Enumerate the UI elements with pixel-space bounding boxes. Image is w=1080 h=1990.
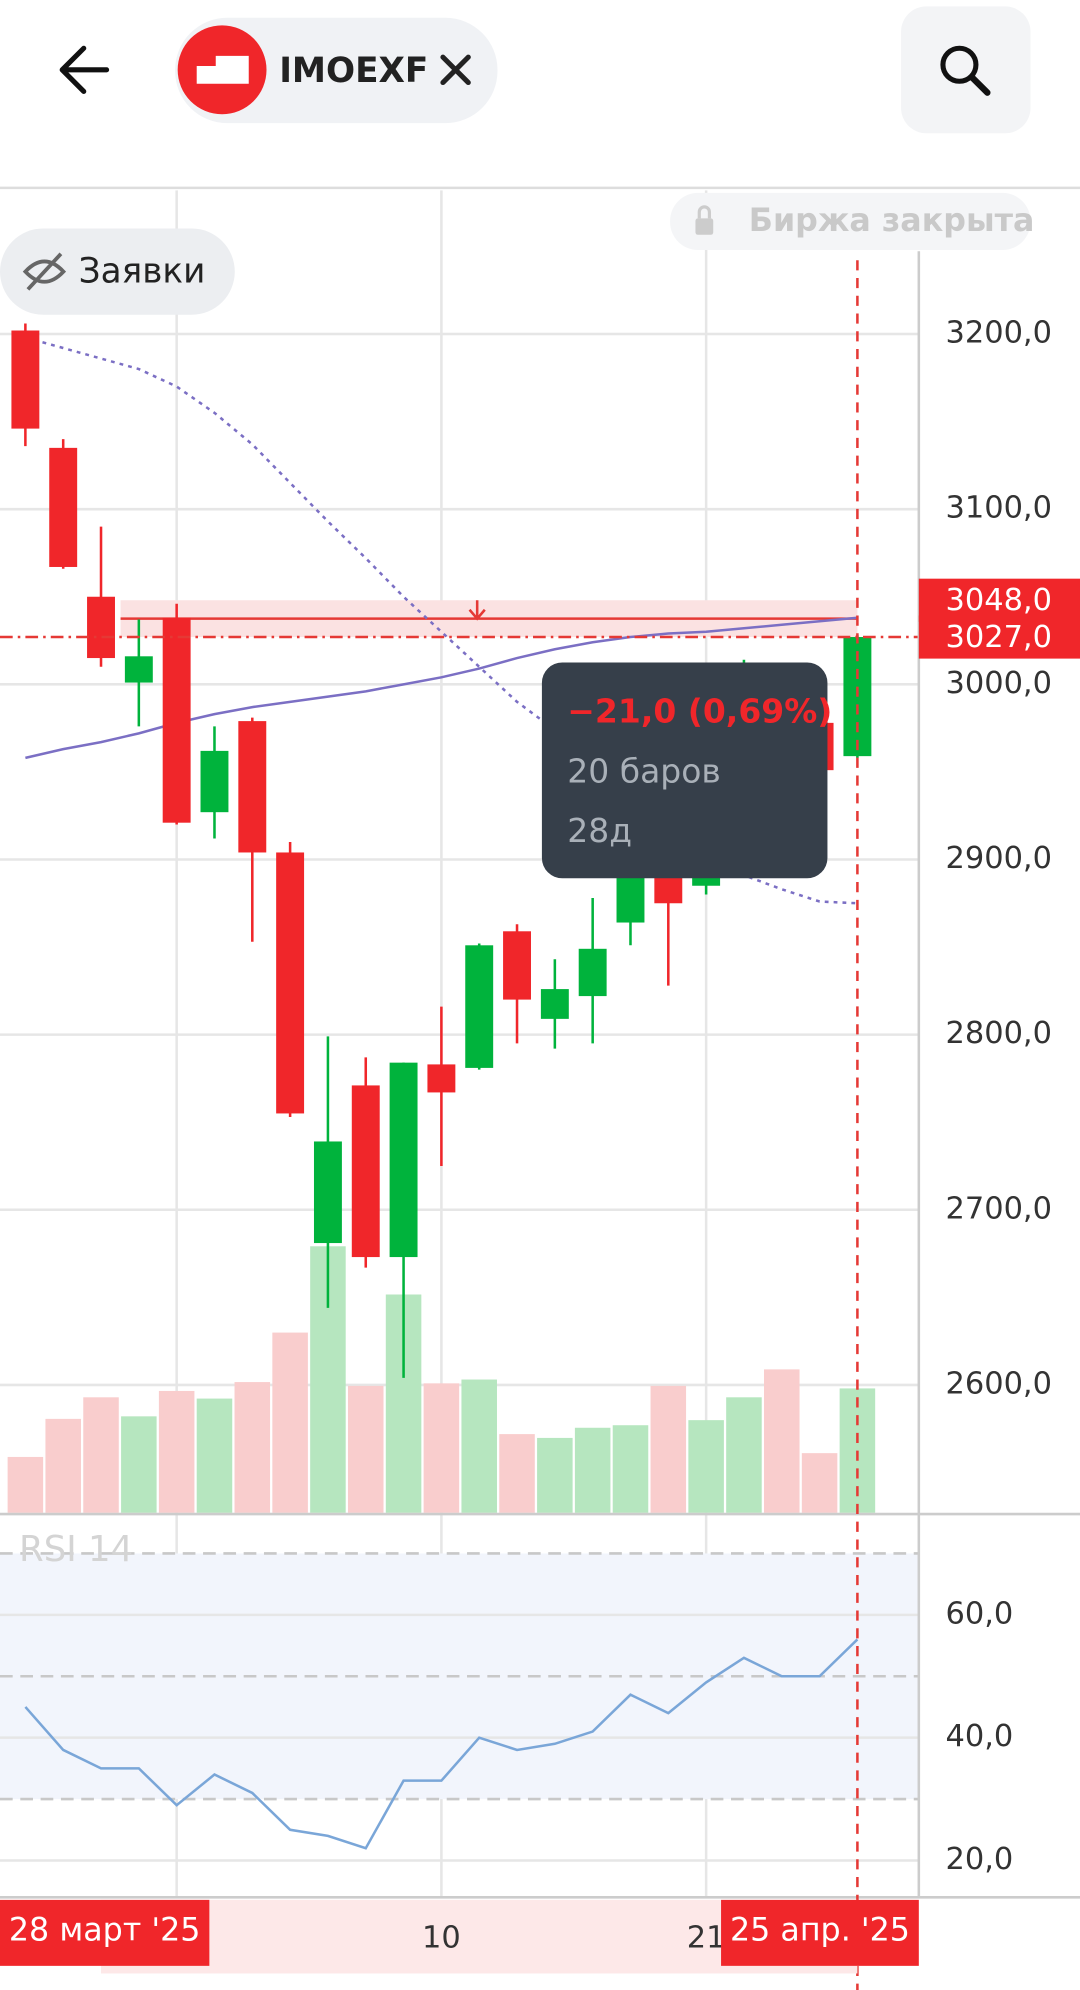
price-label-box xyxy=(918,578,1080,622)
rsi-tick-label: 40,0 xyxy=(945,1719,1013,1754)
tooltip-box xyxy=(541,662,828,879)
volume-bar xyxy=(121,1416,157,1513)
candle-body xyxy=(162,617,191,823)
price-label: 3048,0 xyxy=(945,583,1052,618)
volume-bar xyxy=(763,1369,800,1513)
y-tick-label: 2800,0 xyxy=(945,1016,1052,1051)
volume-bar xyxy=(196,1398,233,1513)
back-button[interactable] xyxy=(59,45,110,94)
volume-bar xyxy=(537,1437,573,1513)
candle-body xyxy=(11,330,40,429)
lock-shackle xyxy=(697,205,712,219)
rsi-line xyxy=(24,1638,859,1850)
volume-bar xyxy=(801,1453,838,1513)
ticker-name: IMOEXF xyxy=(279,51,428,91)
volume-bar xyxy=(347,1385,384,1513)
candle-body xyxy=(276,852,305,1114)
tooltip-change: −21,0 (0,69%) xyxy=(567,692,832,731)
volume-bar xyxy=(726,1397,762,1513)
cursor-label-box xyxy=(0,1899,210,1966)
tooltip-duration: 28д xyxy=(567,811,632,850)
orders-button[interactable] xyxy=(0,228,235,315)
candle-body xyxy=(654,875,683,904)
candle-body xyxy=(313,1141,342,1244)
y-tick-label: 3000,0 xyxy=(945,666,1052,701)
lock-icon xyxy=(695,218,714,235)
candle-body xyxy=(124,656,153,683)
y-tick-label: 2900,0 xyxy=(945,841,1052,876)
candle-body xyxy=(465,945,494,1068)
plot: 2600,0 2700,0 2800,0 2900,0 3000,0 3100,0 3200… xyxy=(0,190,1080,1990)
volume-bar xyxy=(272,1332,308,1513)
y-tick-label: 2600,0 xyxy=(945,1366,1052,1401)
rsi-tick-label: 60,0 xyxy=(945,1596,1013,1631)
tooltip-bars: 20 баров xyxy=(567,751,721,790)
volume-bar xyxy=(499,1434,535,1513)
moving-average xyxy=(25,336,858,905)
rsi-tick-label: 20,0 xyxy=(945,1842,1013,1877)
status-text: Биржа закрыта xyxy=(749,203,1035,239)
ticker-icon-glyph xyxy=(196,55,249,84)
tooltip: −21,0 (0,69%) 20 баров 28д xyxy=(541,662,832,879)
rsi-title: RSI 14 xyxy=(19,1529,133,1570)
candle-body xyxy=(238,721,267,853)
candle-body xyxy=(351,1085,380,1258)
orders-hide-icon xyxy=(22,252,67,291)
candle-body xyxy=(578,948,607,997)
candle-body xyxy=(427,1064,456,1093)
search-icon-handle xyxy=(968,74,991,96)
x-tick-label: 21 xyxy=(687,1921,726,1956)
close-chip[interactable] xyxy=(440,54,471,86)
candle-body xyxy=(389,1062,418,1258)
price-label-box xyxy=(918,615,1080,659)
volume-bar xyxy=(7,1456,44,1513)
candle-body xyxy=(616,875,645,923)
cursor-label: 28 март '25 xyxy=(9,1913,201,1949)
price-label: 3027,0 xyxy=(945,620,1052,655)
y-tick-label: 3200,0 xyxy=(945,316,1052,351)
search-button[interactable] xyxy=(901,6,1031,134)
candle-body xyxy=(200,750,229,813)
status-pill xyxy=(670,192,1031,251)
candle-body xyxy=(49,447,78,567)
volume-bar xyxy=(158,1390,195,1513)
volume-bar xyxy=(688,1420,724,1513)
volume-bar xyxy=(83,1397,119,1513)
candle-body xyxy=(540,989,569,1019)
cursor-label-box xyxy=(721,1899,919,1966)
volume-bar xyxy=(461,1379,497,1513)
volume-bar xyxy=(423,1383,460,1513)
search-icon xyxy=(940,45,979,84)
cursor-label: 25 апр. '25 xyxy=(730,1913,910,1949)
candle-body xyxy=(87,596,115,659)
y-tick-label: 3100,0 xyxy=(945,491,1052,526)
volume-bar xyxy=(574,1427,611,1513)
candle-body xyxy=(503,931,531,1000)
volume-bar xyxy=(612,1425,649,1513)
x-tick-label: 10 xyxy=(422,1921,461,1956)
volume-bar xyxy=(45,1418,81,1513)
volume-bar xyxy=(234,1382,271,1513)
orders-label: Заявки xyxy=(79,251,206,291)
alert-arrow xyxy=(468,600,486,621)
y-tick-label: 2700,0 xyxy=(945,1191,1052,1226)
volume-bar xyxy=(650,1385,687,1513)
